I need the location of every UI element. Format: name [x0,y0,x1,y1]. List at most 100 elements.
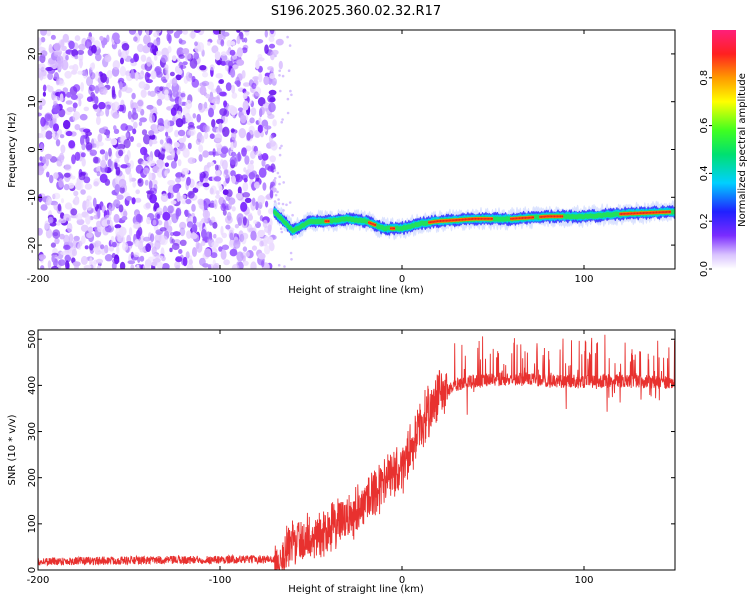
noise-blob [156,214,160,219]
noise-blob [63,183,70,191]
noise-blob [164,170,168,177]
noise-blob [179,239,187,246]
noise-blob [90,72,96,80]
x-tick-label: -100 [209,274,232,285]
noise-blob [143,134,151,145]
noise-blob [113,213,120,223]
noise-blob [77,243,82,250]
spectrogram-y-ticks: -20 -10 0 10 20 [27,48,675,253]
noise-blob [80,135,85,146]
noise-blob [98,127,106,134]
noise-blob [211,119,216,128]
noise-blob [70,208,78,216]
ridge-band [672,209,675,215]
noise-blob [231,84,236,94]
noise-blob [275,38,284,46]
noise-blob [143,34,151,45]
noise-blob [62,119,71,130]
noise-blob [77,49,85,55]
noise-blob [97,82,105,93]
noise-blob [171,238,175,244]
noise-blob [198,154,203,162]
noise-blob [58,178,64,188]
noise-blob [150,70,157,80]
noise-blob [38,254,46,260]
noise-blob [53,202,59,211]
noise-blob [53,51,62,57]
noise-blob [187,142,192,150]
noise-blob [259,108,263,118]
noise-blob [114,224,122,229]
noise-blob [262,219,268,229]
noise-blob [59,93,64,102]
noise-blob [208,107,214,118]
noise-blob [84,39,92,49]
noise-blob [181,199,187,205]
noise-blob [156,50,162,56]
noise-blob [106,129,110,139]
noise-blob [60,251,68,256]
noise-blob [186,263,194,269]
noise-blob [264,30,268,38]
noise-blob [175,207,182,217]
noise-blob [146,104,154,110]
noise-blob [96,258,103,264]
noise-blob [204,248,212,258]
noise-blob [213,233,217,239]
noise-dot [282,209,285,212]
noise-blob [80,235,86,244]
noise-blob [210,252,218,259]
noise-blob [71,154,76,165]
noise-blob [135,213,142,223]
noise-blob [191,75,196,83]
noise-blob [153,32,160,38]
noise-blob [143,167,150,176]
noise-blob [193,30,201,33]
snr-y-ticks: 0 100 200 300 400 500 [27,330,675,573]
noise-blob [255,150,262,156]
noise-blob [105,106,110,117]
noise-blob [213,199,218,210]
noise-blob [182,61,188,66]
noise-dot [273,200,277,203]
noise-blob [60,212,65,219]
noise-blob [154,240,161,250]
noise-blob [177,129,186,137]
noise-blob [202,150,210,158]
noise-blob [94,85,100,94]
noise-blob [229,248,238,257]
noise-blob [175,256,183,263]
y-tick-label: 100 [27,514,38,533]
noise-blob [100,244,105,250]
noise-dot [279,227,283,230]
noise-blob [233,140,237,148]
noise-blob [229,49,236,56]
noise-blob [226,211,232,221]
noise-blob [237,151,241,162]
noise-blob [261,153,269,161]
noise-blob [39,156,43,162]
noise-blob [269,140,276,147]
noise-dot [278,153,282,157]
noise-blob [148,180,153,191]
noise-blob [81,143,86,151]
noise-blob [247,214,253,221]
y-tick-label: 200 [27,468,38,487]
noise-blob [152,253,160,259]
noise-blob [105,137,112,142]
noise-blob [192,216,197,224]
noise-blob [121,43,130,51]
noise-blob [151,261,158,267]
noise-blob [50,265,59,269]
noise-blob [210,200,215,208]
noise-blob [244,155,250,165]
noise-blob [142,45,151,54]
noise-blob [86,96,93,102]
noise-blob [172,231,181,237]
noise-blob [111,252,116,259]
noise-blob [224,60,232,66]
noise-blob [54,61,62,68]
noise-blob [214,51,221,61]
noise-blob [68,40,75,50]
noise-blob [188,215,194,223]
